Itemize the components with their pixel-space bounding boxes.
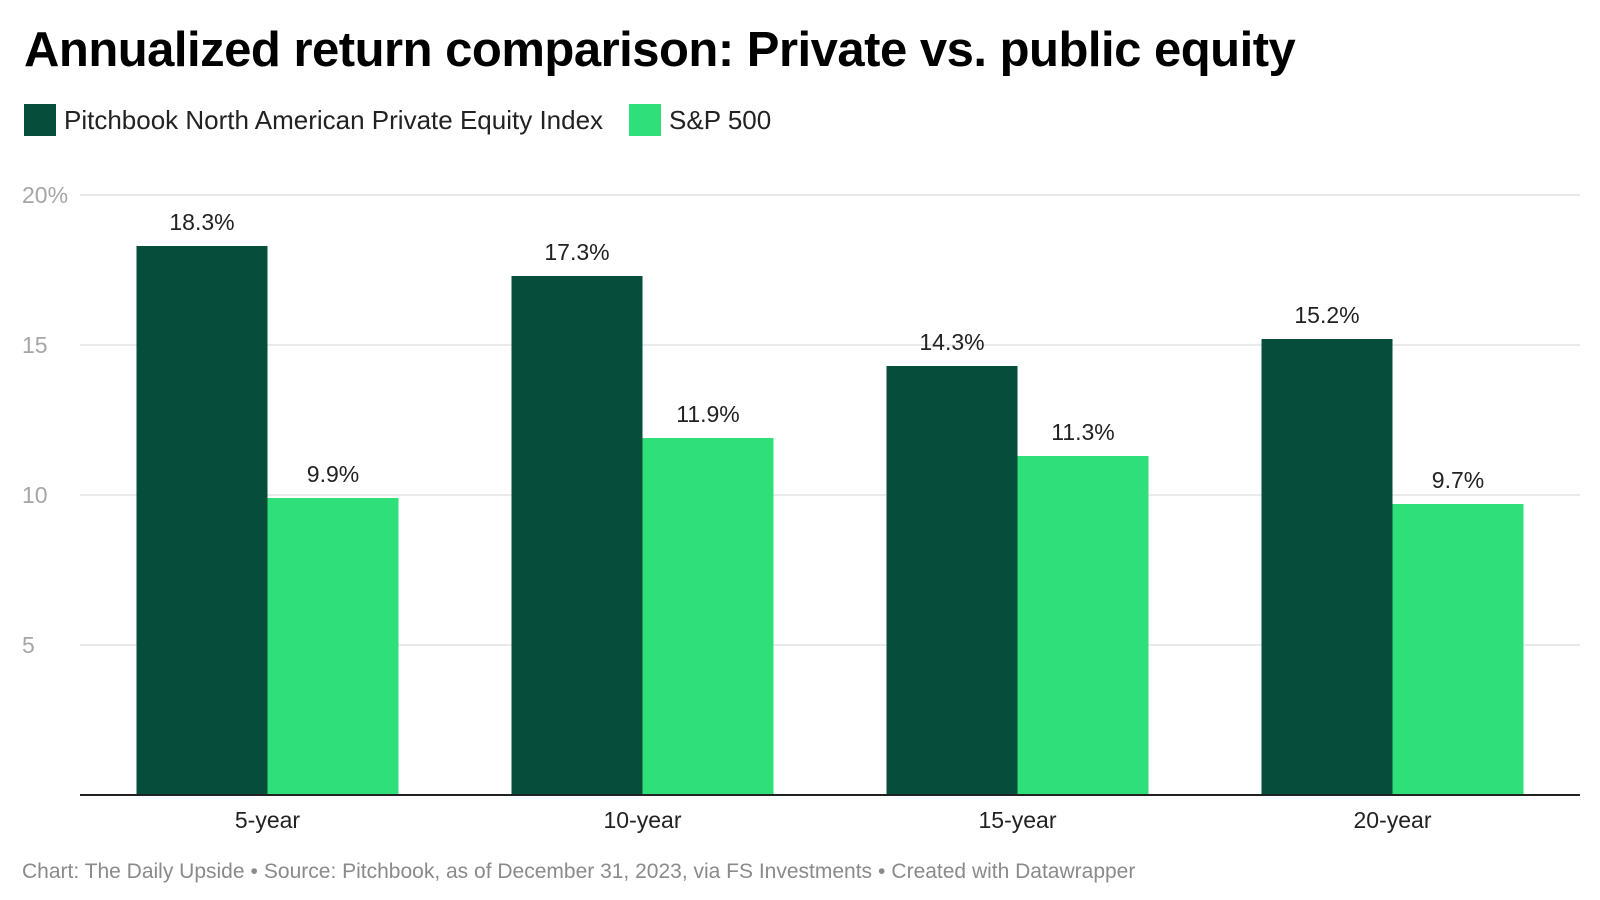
- footer-created-with: Created with Datawrapper: [891, 860, 1136, 883]
- bar-sp500: [1392, 504, 1524, 795]
- x-tick-label: 20-year: [1354, 807, 1432, 833]
- data-label-private-equity: 18.3%: [169, 209, 234, 235]
- footer-source: Source: Pitchbook, as of December 31, 20…: [263, 860, 873, 883]
- data-label-private-equity: 15.2%: [1294, 302, 1359, 328]
- x-tick-label: 5-year: [235, 807, 301, 833]
- bar-private-equity: [886, 366, 1018, 795]
- bar-private-equity: [511, 276, 643, 795]
- x-tick-label: 15-year: [979, 807, 1057, 833]
- legend-swatch-private-equity: [24, 104, 56, 136]
- y-tick-label: 20%: [22, 182, 68, 208]
- footer-credit: Chart: The Daily Upside: [22, 860, 245, 883]
- bar-private-equity: [136, 246, 268, 795]
- data-label-private-equity: 14.3%: [919, 329, 984, 355]
- data-label-sp500: 11.3%: [1051, 419, 1115, 445]
- legend-item-sp500: S&P 500: [629, 104, 771, 136]
- data-label-private-equity: 17.3%: [544, 239, 609, 265]
- y-tick-label: 10: [22, 482, 48, 508]
- y-tick-label: 15: [22, 332, 48, 358]
- bar-sp500: [642, 438, 774, 795]
- legend-label-sp500: S&P 500: [669, 104, 772, 135]
- legend-swatch-sp500: [629, 104, 662, 136]
- footer-separator: •: [250, 860, 258, 883]
- bar-private-equity: [1261, 339, 1393, 795]
- footer-separator: •: [878, 860, 886, 883]
- data-label-sp500: 9.9%: [307, 461, 359, 487]
- y-tick-label: 5: [22, 632, 35, 658]
- chart-title: Annualized return comparison: Private vs…: [24, 23, 1296, 77]
- x-tick-label: 10-year: [604, 807, 682, 833]
- legend-item-private-equity: Pitchbook North American Private Equity …: [24, 104, 603, 136]
- bar-sp500: [267, 498, 399, 795]
- chart-legend: Pitchbook North American Private Equity …: [24, 104, 797, 136]
- bar-sp500: [1017, 456, 1149, 795]
- legend-label-private-equity: Pitchbook North American Private Equity …: [64, 104, 604, 135]
- data-label-sp500: 9.7%: [1432, 467, 1484, 493]
- chart-footer: Chart: The Daily Upside • Source: Pitchboo…: [22, 860, 1135, 884]
- data-label-sp500: 11.9%: [676, 401, 740, 427]
